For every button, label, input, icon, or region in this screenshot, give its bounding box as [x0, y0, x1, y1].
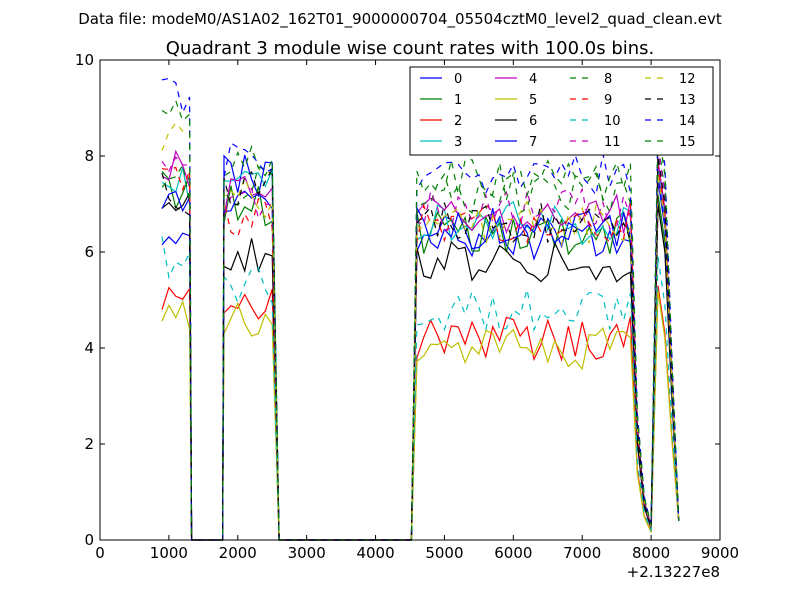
legend-label-13: 13: [679, 93, 696, 108]
legend-label-14: 14: [679, 114, 696, 129]
plot-lines: [161, 77, 680, 541]
x-tick-label: 3000: [288, 544, 326, 562]
x-tick-label: 2000: [219, 544, 257, 562]
legend-label-12: 12: [679, 72, 696, 87]
y-tick-label: 0: [84, 531, 94, 549]
figure-suptitle: Data file: modeM0/AS1A02_162T01_90000007…: [78, 10, 722, 29]
legend-label-9: 9: [604, 93, 612, 108]
x-tick-label: 1000: [150, 544, 188, 562]
series-line-4: [161, 149, 680, 541]
axes-frame: [99, 59, 721, 541]
x-tick-label: 8000: [632, 544, 670, 562]
legend-label-3: 3: [454, 135, 462, 150]
y-tick-label: 2: [84, 435, 94, 453]
legend-label-8: 8: [604, 72, 612, 87]
x-tick-label: 0: [95, 544, 105, 562]
legend-label-15: 15: [679, 135, 696, 150]
x-tick-label: 5000: [425, 544, 463, 562]
x-tick-label: 4000: [356, 544, 394, 562]
legend-label-10: 10: [604, 114, 621, 129]
series-line-12: [161, 122, 680, 541]
legend-label-1: 1: [454, 93, 462, 108]
y-tick-label: 4: [84, 339, 94, 357]
x-tick-label: 9000: [701, 544, 739, 562]
legend-label-6: 6: [529, 114, 537, 129]
y-tick-label: 6: [84, 243, 94, 261]
legend-label-4: 4: [529, 72, 537, 87]
legend-box: [409, 66, 714, 156]
x-tick-label: 7000: [563, 544, 601, 562]
series-line-10: [161, 236, 680, 541]
legend-label-11: 11: [604, 135, 621, 150]
chart-title: Quadrant 3 module wise count rates with …: [166, 38, 655, 59]
series-line-3: [161, 165, 680, 541]
x-tick-label: 6000: [494, 544, 532, 562]
y-tick-label: 8: [84, 147, 94, 165]
legend-label-5: 5: [529, 93, 537, 108]
series-line-2: [161, 285, 680, 541]
legend-label-0: 0: [454, 72, 462, 87]
legend-label-2: 2: [454, 114, 462, 129]
series-line-13: [161, 155, 680, 541]
legend-label-7: 7: [529, 135, 537, 150]
series-line-14: [161, 77, 680, 541]
series-line-15: [161, 99, 680, 541]
x-axis-offset-label: +2.13227e8: [627, 563, 720, 581]
series-line-11: [161, 146, 680, 541]
series-line-9: [161, 165, 680, 541]
series-line-5: [161, 290, 680, 541]
y-tick-label: 10: [75, 51, 94, 69]
series-line-8: [161, 141, 680, 541]
series-line-6: [161, 190, 680, 541]
x-axis-ticks: 0 1000 2000 3000 4000 5000 6000 7000 8000 9000: [95, 60, 739, 562]
